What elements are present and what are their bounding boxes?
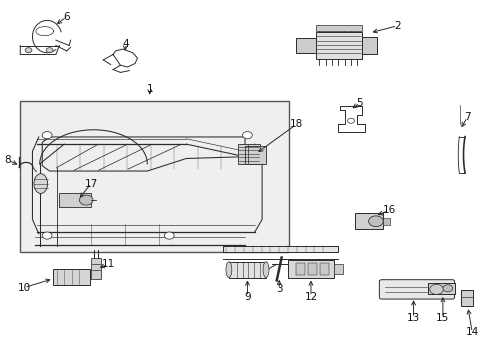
Bar: [316, 32, 362, 59]
Bar: [355, 213, 383, 229]
Ellipse shape: [226, 262, 232, 278]
Circle shape: [443, 285, 453, 292]
Text: 6: 6: [63, 12, 70, 22]
Circle shape: [42, 132, 52, 139]
Bar: [288, 260, 334, 278]
Circle shape: [368, 216, 383, 226]
Bar: [53, 269, 90, 285]
Text: 14: 14: [466, 327, 479, 337]
Text: 8: 8: [5, 155, 11, 165]
Text: 13: 13: [407, 313, 420, 323]
Bar: [245, 146, 266, 164]
Text: 10: 10: [18, 283, 31, 293]
Circle shape: [164, 232, 174, 239]
Text: 17: 17: [84, 179, 98, 189]
Bar: [59, 193, 91, 207]
Text: 18: 18: [290, 120, 303, 129]
Bar: [20, 101, 289, 252]
Ellipse shape: [263, 262, 269, 278]
FancyBboxPatch shape: [379, 280, 455, 299]
Bar: [428, 283, 455, 294]
Bar: [229, 262, 266, 278]
Text: 3: 3: [276, 284, 283, 294]
Text: 4: 4: [122, 39, 128, 49]
Bar: [334, 264, 343, 274]
Circle shape: [42, 232, 52, 239]
Circle shape: [243, 132, 252, 139]
Bar: [91, 258, 101, 279]
Bar: [362, 37, 377, 54]
Bar: [238, 144, 260, 164]
Circle shape: [430, 284, 443, 294]
Text: 12: 12: [304, 292, 318, 302]
Text: 9: 9: [244, 292, 251, 302]
Bar: [308, 263, 317, 275]
Text: 16: 16: [383, 206, 396, 216]
Bar: [223, 246, 338, 252]
Text: 1: 1: [147, 84, 153, 94]
Bar: [296, 39, 316, 53]
Circle shape: [79, 195, 93, 205]
Circle shape: [46, 48, 53, 53]
Ellipse shape: [34, 174, 48, 193]
Bar: [462, 291, 473, 306]
Text: 2: 2: [394, 21, 401, 31]
Circle shape: [347, 118, 354, 123]
Text: 7: 7: [464, 112, 470, 122]
Bar: [320, 263, 329, 275]
Circle shape: [25, 48, 32, 53]
Bar: [383, 218, 390, 225]
Text: 5: 5: [357, 98, 363, 108]
Bar: [316, 25, 362, 31]
Text: 11: 11: [101, 259, 115, 269]
Text: 15: 15: [436, 313, 449, 323]
Bar: [296, 263, 305, 275]
